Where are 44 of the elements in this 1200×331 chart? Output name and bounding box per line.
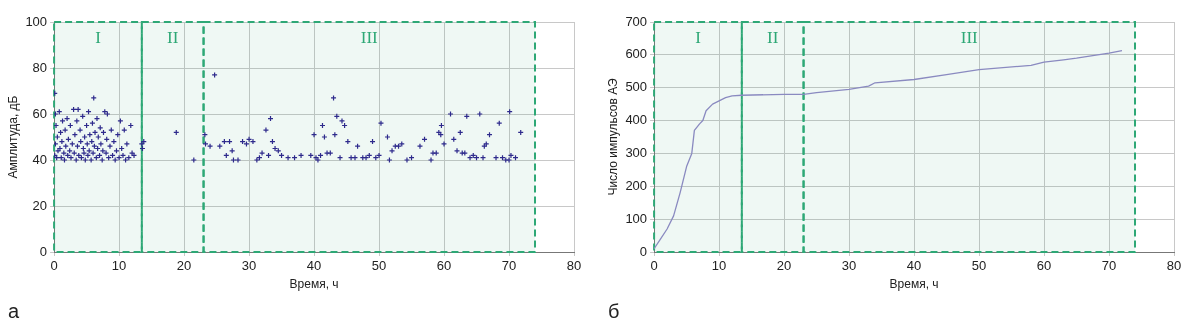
x-tick-label: 0 (50, 258, 58, 274)
x-tick-label: 40 (906, 258, 922, 274)
x-tick-label: 50 (371, 258, 387, 274)
x-tick-label: 10 (711, 258, 727, 274)
y-tick-label: 0 (39, 243, 48, 259)
y-tick-label: 700 (625, 13, 648, 29)
y-tick-label: 20 (32, 197, 48, 213)
x-tick-label: 80 (1166, 258, 1182, 274)
y-tick-label: 100 (25, 13, 48, 29)
text: б (608, 300, 620, 323)
y-tick-label: 100 (625, 210, 648, 226)
x-tick-label: 70 (1101, 258, 1117, 274)
x-tick-label: 10 (111, 258, 127, 274)
y-tick-label: 500 (625, 79, 648, 95)
y-tick-label: 200 (625, 177, 648, 193)
y-tick-label: 40 (32, 151, 48, 167)
band-label: III (960, 27, 979, 47)
y-tick-label: 400 (625, 112, 648, 128)
x-axis-title: Время, ч (289, 277, 339, 292)
y-axis-title: Амплитуда, дБ (5, 95, 20, 179)
y-tick-label: 60 (32, 105, 48, 121)
x-tick-label: 50 (971, 258, 987, 274)
x-tick-label: 40 (306, 258, 322, 274)
band-label: I (695, 27, 702, 47)
band-label: II (167, 27, 179, 47)
x-tick-label: 30 (841, 258, 857, 274)
y-tick-label: 80 (32, 59, 48, 75)
y-axis-title: Число импульсов АЭ (605, 78, 620, 196)
x-axis-title: Время, ч (889, 277, 939, 292)
x-tick-label: 70 (501, 258, 517, 274)
x-tick-label: 20 (776, 258, 792, 274)
text: а (8, 300, 20, 323)
x-tick-label: 20 (176, 258, 192, 274)
band-label: III (360, 27, 379, 47)
x-tick-label: 30 (241, 258, 257, 274)
x-tick-label: 60 (1036, 258, 1052, 274)
y-tick-label: 0 (639, 243, 648, 259)
x-tick-label: 0 (650, 258, 658, 274)
x-tick-label: 80 (566, 258, 582, 274)
band-label: I (95, 27, 102, 47)
x-tick-label: 60 (436, 258, 452, 274)
y-tick-label: 300 (625, 145, 648, 161)
band-label: II (767, 27, 779, 47)
y-tick-label: 600 (625, 46, 648, 62)
